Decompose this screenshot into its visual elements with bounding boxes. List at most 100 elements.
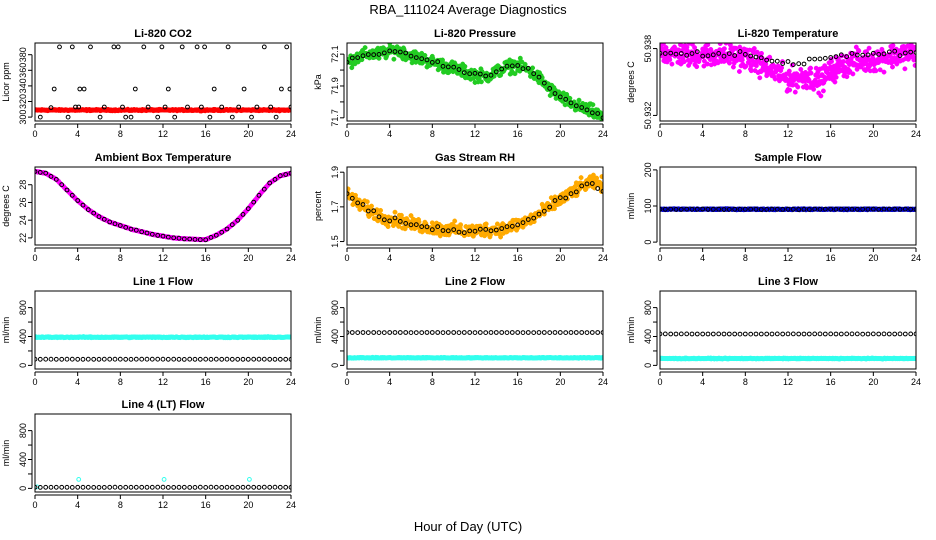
data-point — [35, 356, 38, 362]
data-point — [757, 75, 763, 81]
data-point — [378, 207, 384, 213]
data-point — [470, 233, 476, 239]
data-point — [139, 356, 145, 362]
data-point — [504, 63, 510, 69]
data-point — [806, 331, 812, 337]
data-point — [595, 330, 601, 335]
data-point — [787, 87, 793, 93]
data-point — [753, 63, 759, 69]
data-point — [429, 227, 435, 233]
data-point — [219, 229, 225, 235]
data-point — [908, 49, 914, 55]
x-tick-label: 24 — [911, 377, 921, 387]
data-point — [669, 61, 675, 67]
data-point — [43, 170, 49, 176]
data-point — [748, 331, 754, 337]
data-point — [219, 485, 225, 490]
y-tick-label: 320 — [18, 94, 28, 109]
data-point — [349, 195, 355, 201]
y-axis-label: percent — [313, 190, 323, 221]
data-point — [365, 208, 371, 214]
y-tick-label: 400 — [643, 329, 653, 344]
data-point — [716, 51, 722, 56]
panel-title: Gas Stream RH — [435, 152, 515, 164]
data-point — [456, 330, 462, 336]
data-point — [144, 230, 150, 236]
data-point — [85, 484, 91, 490]
data-point — [877, 67, 883, 73]
data-point — [902, 331, 908, 337]
data-point — [208, 356, 214, 362]
x-tick-label: 20 — [555, 129, 565, 139]
data-point — [272, 356, 278, 362]
data-point — [721, 207, 727, 212]
x-tick-label: 0 — [657, 253, 662, 263]
data-point — [764, 207, 770, 212]
data-point — [737, 206, 743, 212]
data-point — [251, 199, 257, 205]
data-point — [753, 206, 759, 212]
data-point — [398, 212, 404, 218]
data-point — [224, 484, 230, 490]
data-point — [267, 484, 273, 490]
data-point — [419, 56, 425, 62]
data-point — [866, 45, 872, 51]
data-point — [860, 206, 866, 212]
x-tick-label: 20 — [868, 377, 878, 387]
data-point — [737, 49, 743, 54]
data-point — [806, 77, 812, 83]
data-point — [159, 44, 165, 50]
data-point — [247, 477, 252, 482]
data-point — [452, 218, 458, 224]
x-tick-label: 16 — [201, 253, 211, 263]
data-point — [817, 331, 823, 337]
data-point — [573, 330, 579, 335]
data-point — [245, 356, 251, 362]
data-point — [525, 330, 531, 335]
data-point — [881, 331, 887, 337]
data-point — [525, 217, 531, 222]
data-point — [512, 71, 518, 77]
y-axis-label: ml/min — [626, 193, 636, 220]
data-point — [165, 356, 171, 362]
data-point — [149, 231, 155, 237]
data-point — [197, 484, 203, 490]
x-tick-label: 24 — [286, 377, 296, 387]
x-tick-label: 8 — [430, 129, 435, 139]
data-point — [844, 74, 850, 80]
data-point — [509, 223, 515, 229]
data-point — [829, 59, 834, 64]
data-point — [748, 206, 754, 212]
data-point — [376, 330, 382, 336]
data-point — [211, 86, 217, 92]
data-point — [751, 46, 757, 51]
data-point — [504, 224, 510, 230]
data-point — [769, 331, 775, 337]
data-point — [69, 356, 75, 362]
data-point — [429, 60, 435, 65]
data-point — [251, 356, 257, 362]
data-point — [445, 228, 451, 234]
x-tick-label: 12 — [158, 129, 168, 139]
data-point — [96, 485, 102, 490]
data-point — [467, 71, 473, 77]
data-point — [812, 56, 818, 62]
y-tick-label: 380 — [18, 47, 28, 62]
data-point — [721, 331, 727, 337]
data-point — [48, 356, 54, 362]
data-point — [908, 331, 914, 337]
y-tick-label: 1.9 — [330, 166, 340, 179]
data-point — [267, 356, 273, 362]
data-point — [277, 484, 283, 490]
x-tick-label: 4 — [75, 129, 80, 139]
data-point — [730, 64, 736, 70]
data-point — [422, 52, 428, 58]
data-point — [37, 114, 43, 120]
data-point — [870, 206, 876, 212]
x-tick-label: 0 — [32, 377, 37, 387]
data-point — [203, 485, 209, 490]
data-point — [886, 331, 892, 337]
data-point — [828, 55, 834, 60]
data-point — [790, 62, 796, 67]
